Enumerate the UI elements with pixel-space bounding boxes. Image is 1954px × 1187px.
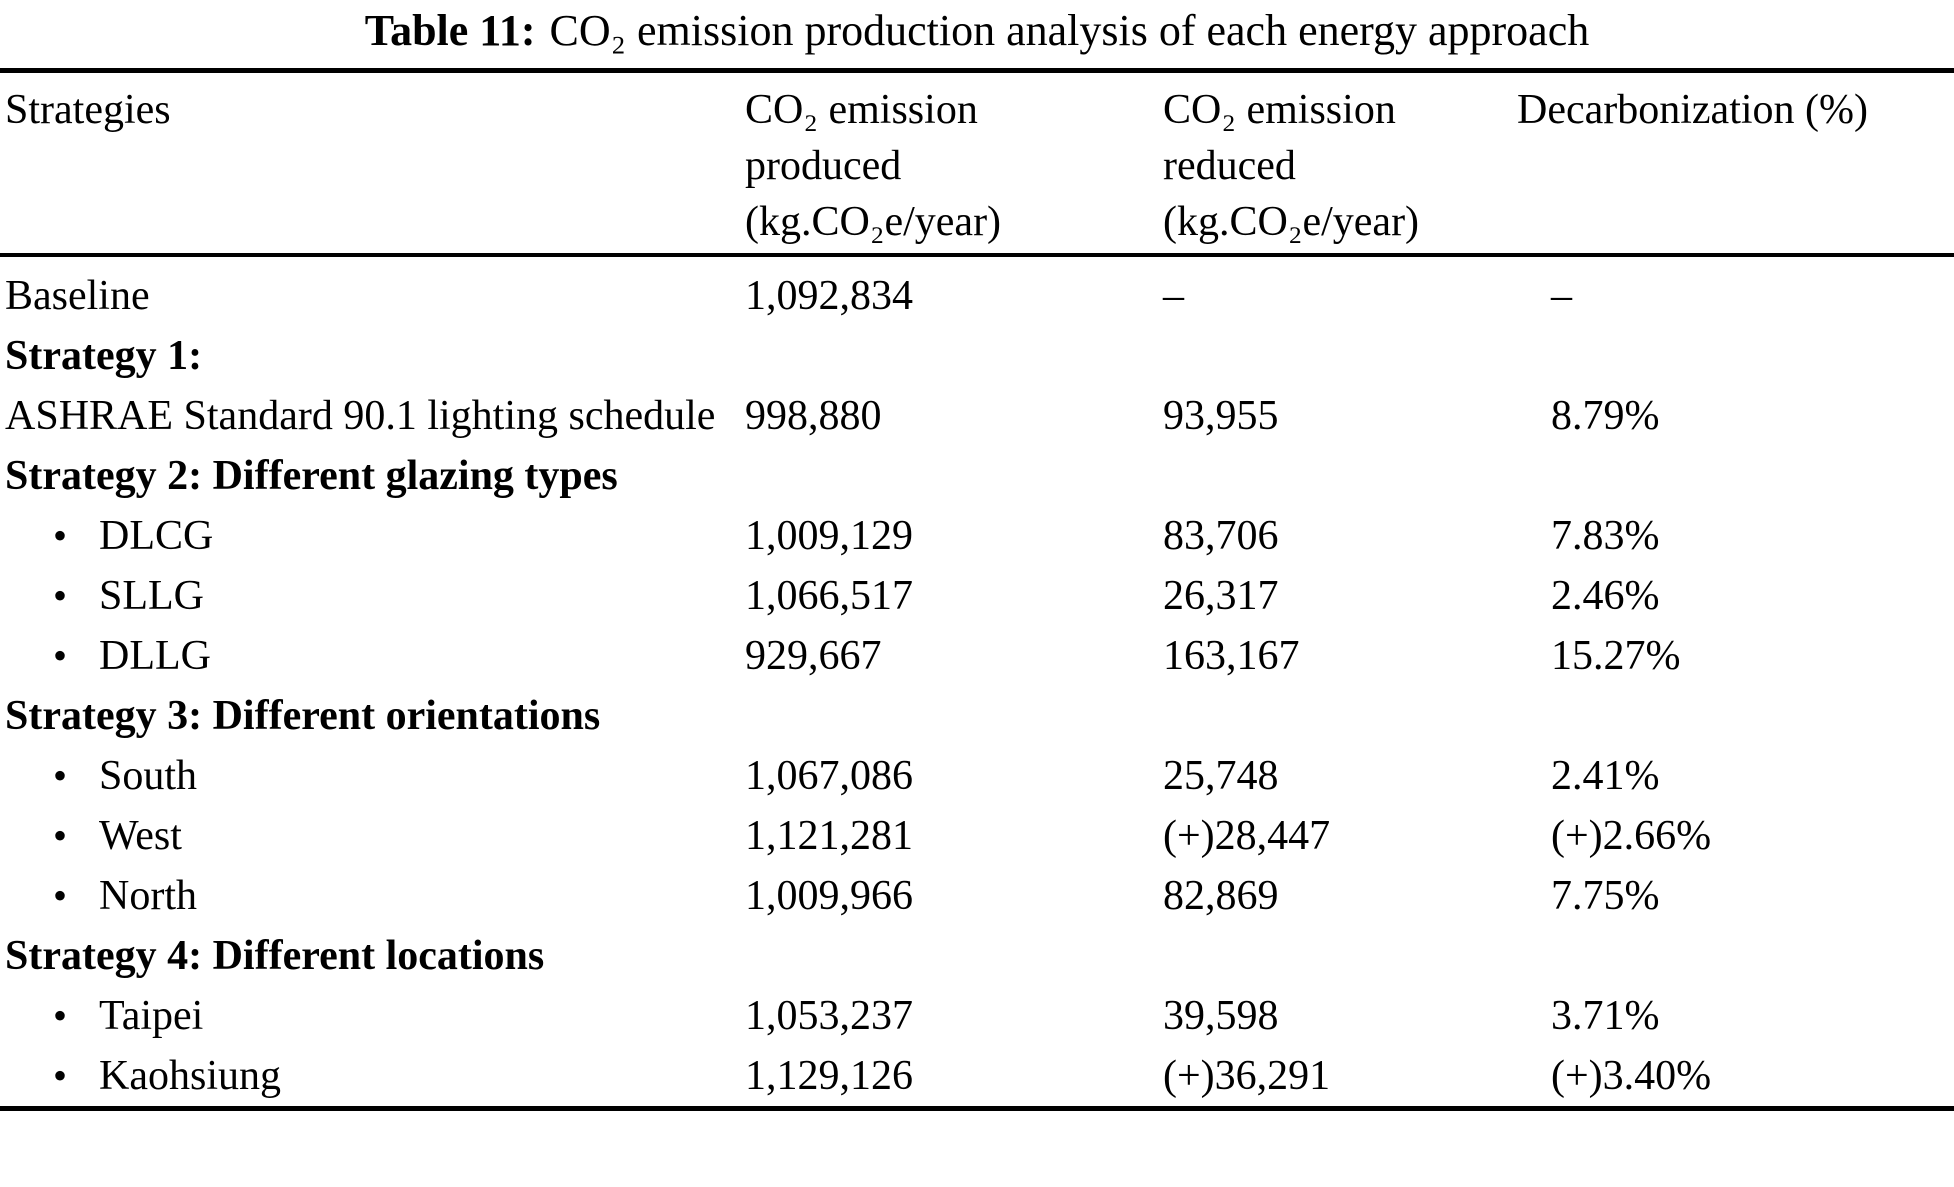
section-label: Strategy 3: Different orientations (5, 693, 601, 739)
row-label-text: South (99, 753, 198, 799)
produced-value: 1,066,517 (745, 573, 913, 619)
table-top-rule (0, 68, 1954, 73)
row-label: • South (5, 746, 745, 806)
row-label: • Kaohsiung (5, 1046, 745, 1106)
section-label: Strategy 2: Different glazing types (5, 453, 618, 499)
bullet-icon: • (53, 993, 68, 1038)
table-caption-text: CO₂ emission production analysis of each… (549, 6, 1590, 55)
row-label: • Taipei (5, 986, 745, 1046)
bullet-icon: • (53, 873, 68, 918)
section-label: Strategy 1: (5, 333, 203, 379)
row-label-text: Taipei (99, 993, 204, 1039)
row-label-text: SLLG (99, 573, 204, 619)
table-row-dlcg: • DLCG 1,009,129 83,706 7.83% (0, 506, 1954, 566)
row-label-text: West (99, 813, 182, 859)
reduced-value: – (1163, 273, 1184, 319)
section-row-strategy-3: Strategy 3: Different orientations (0, 686, 1954, 746)
produced-value: 1,009,966 (745, 873, 913, 919)
reduced-value: 26,317 (1163, 573, 1279, 619)
decarb-value: 2.46% (1551, 573, 1660, 619)
bullet-icon: • (53, 633, 68, 678)
bullet-icon: • (53, 753, 68, 798)
row-label-text: DLLG (99, 633, 211, 679)
row-label: • West (5, 806, 745, 866)
reduced-value: 25,748 (1163, 753, 1279, 799)
row-label-text: North (99, 873, 197, 919)
table-caption-number: Table 11: (364, 6, 536, 55)
row-label: Baseline (5, 273, 150, 319)
header-co2-produced: CO₂ emission produced (kg.CO₂e/year) (745, 87, 1002, 245)
header-strategies: Strategies (5, 87, 171, 133)
row-label: • North (5, 866, 745, 926)
bullet-icon: • (53, 573, 68, 618)
table-bottom-rule (0, 1106, 1954, 1111)
reduced-value: 39,598 (1163, 993, 1279, 1039)
table-row-sllg: • SLLG 1,066,517 26,317 2.46% (0, 566, 1954, 626)
decarb-value: – (1551, 273, 1572, 319)
bullet-icon: • (53, 813, 68, 858)
decarb-value: (+)3.40% (1551, 1053, 1712, 1099)
bullet-icon: • (53, 1053, 68, 1098)
produced-value: 998,880 (745, 393, 882, 439)
reduced-value: (+)28,447 (1163, 813, 1331, 859)
table-body: Baseline 1,092,834 – – Strategy 1: ASHRA… (0, 257, 1954, 1106)
decarb-value: 15.27% (1551, 633, 1681, 679)
section-row-strategy-4: Strategy 4: Different locations (0, 926, 1954, 986)
header-co2-reduced: CO₂ emission reduced (kg.CO₂e/year) (1163, 87, 1420, 245)
table-header-rule (0, 253, 1954, 257)
reduced-value: 163,167 (1163, 633, 1300, 679)
produced-value: 1,053,237 (745, 993, 913, 1039)
header-decarbonization: Decarbonization (%) (1517, 87, 1868, 133)
reduced-value: 82,869 (1163, 873, 1279, 919)
bullet-icon: • (53, 513, 68, 558)
decarb-value: 7.75% (1551, 873, 1660, 919)
produced-value: 1,121,281 (745, 813, 913, 859)
decarb-value: 8.79% (1551, 393, 1660, 439)
row-label: • SLLG (5, 566, 745, 626)
row-label-text: DLCG (99, 513, 214, 559)
table-row-baseline: Baseline 1,092,834 – – (0, 266, 1954, 326)
row-label-text: Kaohsiung (99, 1053, 281, 1099)
table-header-row: Strategies CO₂ emission produced (kg.CO₂… (0, 73, 1954, 253)
decarb-value: 3.71% (1551, 993, 1660, 1039)
decarb-value: 7.83% (1551, 513, 1660, 559)
row-label: • DLLG (5, 626, 745, 686)
section-row-strategy-1: Strategy 1: (0, 326, 1954, 386)
produced-value: 1,129,126 (745, 1053, 913, 1099)
row-label: • DLCG (5, 506, 745, 566)
reduced-value: 93,955 (1163, 393, 1279, 439)
table-row-ashrae: ASHRAE Standard 90.1 lighting schedule 9… (0, 386, 1954, 446)
section-row-strategy-2: Strategy 2: Different glazing types (0, 446, 1954, 506)
decarb-value: (+)2.66% (1551, 813, 1712, 859)
reduced-value: 83,706 (1163, 513, 1279, 559)
section-label: Strategy 4: Different locations (5, 933, 545, 979)
produced-value: 1,009,129 (745, 513, 913, 559)
produced-value: 929,667 (745, 633, 882, 679)
table-row-kaohsiung: • Kaohsiung 1,129,126 (+)36,291 (+)3.40% (0, 1046, 1954, 1106)
table-row-dllg: • DLLG 929,667 163,167 15.27% (0, 626, 1954, 686)
table-row-taipei: • Taipei 1,053,237 39,598 3.71% (0, 986, 1954, 1046)
produced-value: 1,067,086 (745, 753, 913, 799)
row-label: ASHRAE Standard 90.1 lighting schedule (5, 393, 716, 439)
table-row-north: • North 1,009,966 82,869 7.75% (0, 866, 1954, 926)
decarb-value: 2.41% (1551, 753, 1660, 799)
table-caption: Table 11: CO₂ emission production analysi… (0, 0, 1954, 68)
reduced-value: (+)36,291 (1163, 1053, 1331, 1099)
produced-value: 1,092,834 (745, 273, 913, 319)
table-row-south: • South 1,067,086 25,748 2.41% (0, 746, 1954, 806)
table-row-west: • West 1,121,281 (+)28,447 (+)2.66% (0, 806, 1954, 866)
